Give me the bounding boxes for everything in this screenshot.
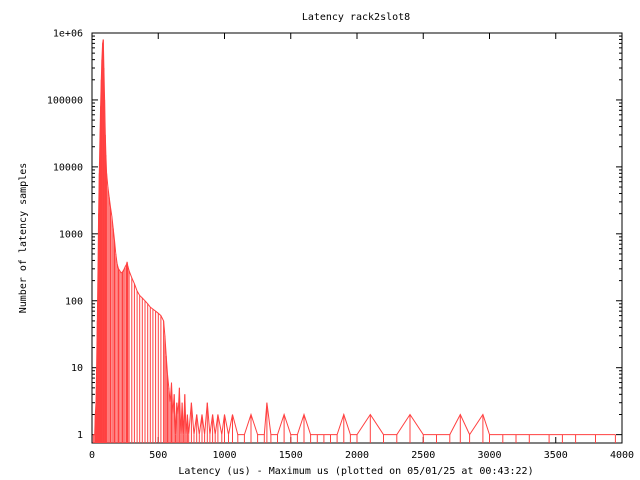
y-axis-label: Number of latency samples [18, 163, 29, 314]
series-group [92, 39, 616, 443]
x-axis-label: Latency (us) - Maximum us (plotted on 05… [178, 466, 533, 477]
plot-frame [91, 32, 623, 444]
y-tick-label: 1 [77, 430, 83, 441]
x-tick-label: 3000 [477, 450, 501, 461]
x-tick-label: 1500 [279, 450, 303, 461]
chart-title: Latency rack2slot8 [302, 12, 410, 23]
x-tick-label: 500 [149, 450, 167, 461]
x-tick-label: 0 [89, 450, 95, 461]
x-tick-label: 4000 [610, 450, 634, 461]
y-tick-label: 100 [65, 296, 83, 307]
y-axis-ticks: 1 10 100 1000 10000 100000 1e+06 [47, 29, 622, 441]
x-tick-label: 2500 [411, 450, 435, 461]
x-tick-label: 2000 [345, 450, 369, 461]
y-tick-label: 10000 [53, 162, 83, 173]
x-tick-label: 3500 [544, 450, 568, 461]
y-tick-label: 1000 [59, 229, 83, 240]
y-tick-label: 100000 [47, 95, 83, 106]
x-tick-label: 1000 [212, 450, 236, 461]
latency-series-line [93, 39, 616, 436]
y-tick-label: 10 [71, 363, 83, 374]
y-tick-label: 1e+06 [53, 29, 83, 40]
